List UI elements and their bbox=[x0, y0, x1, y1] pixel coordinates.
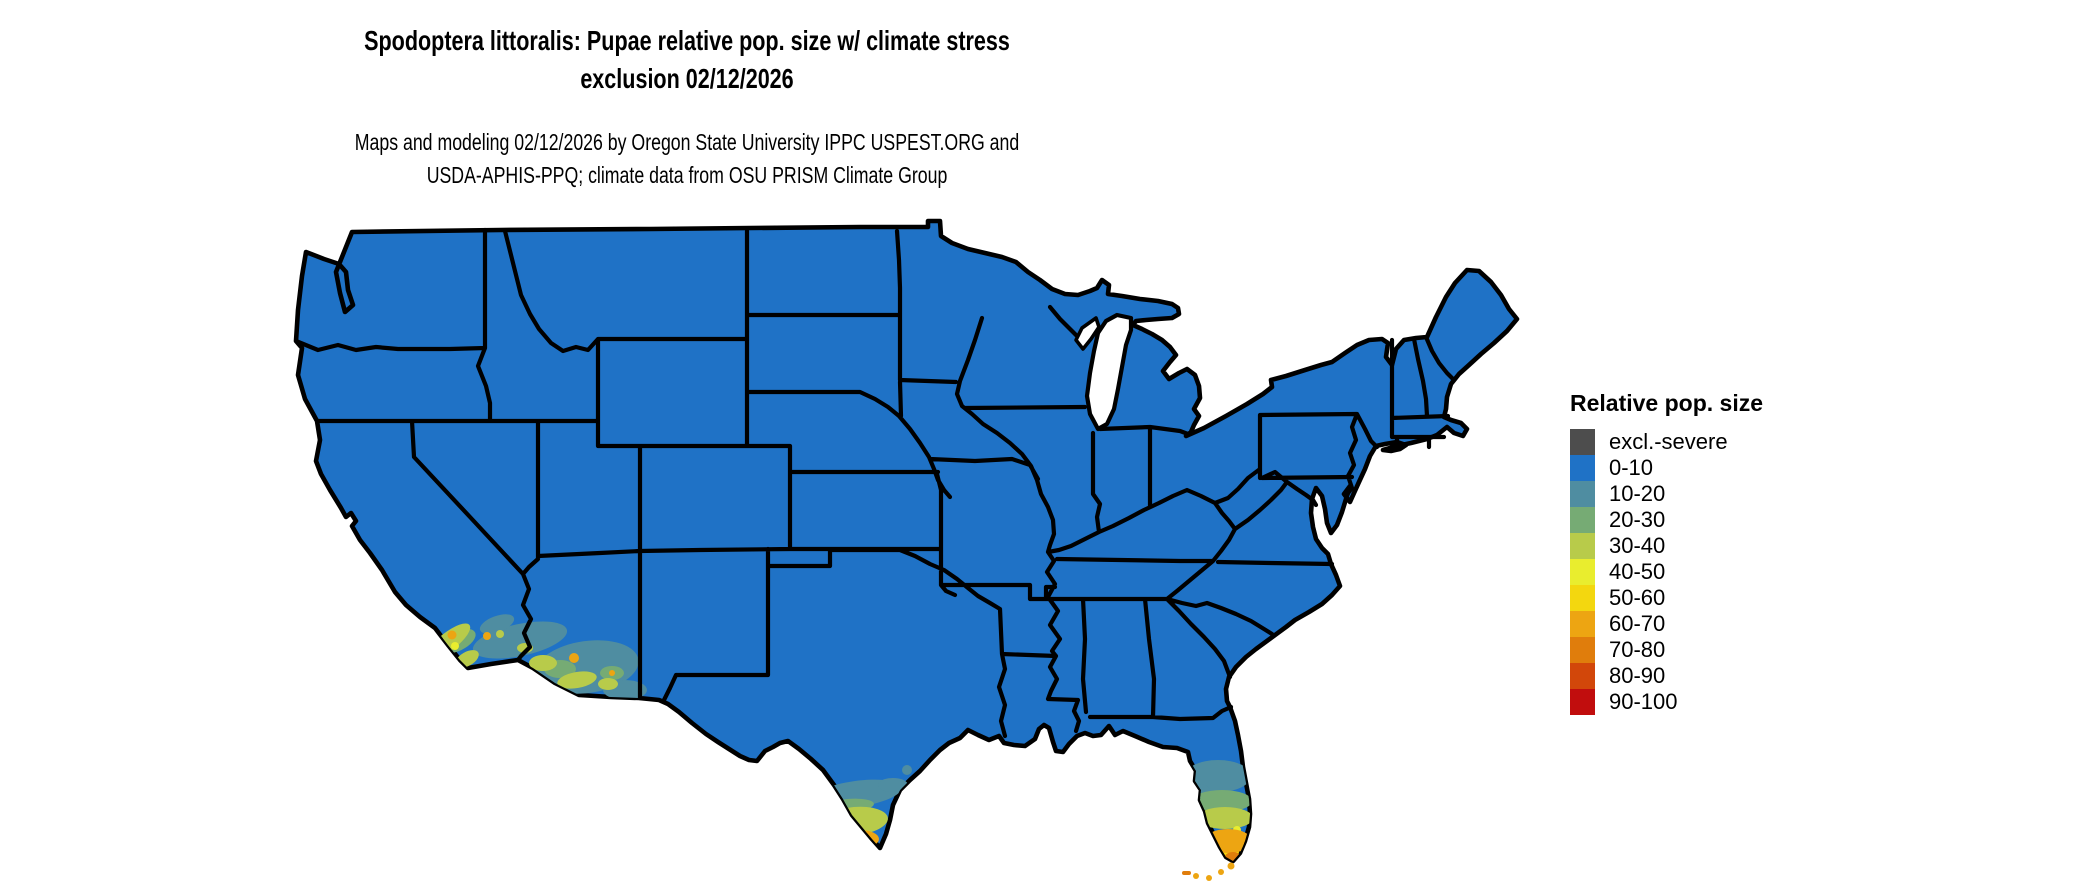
state-borders bbox=[293, 227, 1457, 739]
map-title-line1: Spodoptera littoralis: Pupae relative po… bbox=[364, 25, 1010, 56]
patches-70-80 bbox=[860, 843, 1241, 861]
map-subtitle-line2: USDA-APHIS-PPQ; climate data from OSU PR… bbox=[426, 162, 948, 188]
legend-label: 30-40 bbox=[1609, 533, 1666, 558]
legend-item: 90-100 bbox=[1570, 689, 1763, 715]
legend-item: 30-40 bbox=[1570, 533, 1763, 559]
legend-label: 10-20 bbox=[1609, 481, 1666, 506]
legend-label: 90-100 bbox=[1609, 689, 1678, 714]
legend-item: 80-90 bbox=[1570, 663, 1763, 689]
legend-item: 40-50 bbox=[1570, 559, 1763, 585]
florida-keys-70-80 bbox=[1182, 871, 1191, 875]
legend-swatch bbox=[1570, 481, 1595, 507]
legend-swatch bbox=[1570, 507, 1595, 533]
legend-swatch bbox=[1570, 559, 1595, 585]
legend-label: 40-50 bbox=[1609, 559, 1666, 584]
map-subtitle: Maps and modeling 02/12/2026 by Oregon S… bbox=[0, 126, 1374, 192]
florida-keys bbox=[1182, 862, 1235, 881]
legend-item: 10-20 bbox=[1570, 481, 1763, 507]
legend-label: 20-30 bbox=[1609, 507, 1666, 532]
legend-label: 60-70 bbox=[1609, 611, 1666, 636]
legend-swatch bbox=[1570, 429, 1595, 455]
legend-item: 20-30 bbox=[1570, 507, 1763, 533]
map-title-line2: exclusion 02/12/2026 bbox=[580, 63, 794, 94]
legend-label: 0-10 bbox=[1609, 455, 1654, 480]
legend-swatch bbox=[1570, 663, 1595, 689]
legend-label: 80-90 bbox=[1609, 663, 1666, 688]
legend-label: excl.-severe bbox=[1609, 429, 1728, 454]
green-bay bbox=[1074, 316, 1101, 351]
legend-title: Relative pop. size bbox=[1570, 390, 1764, 416]
legend: Relative pop. size excl.-severe 0-10 10-20… bbox=[1570, 390, 1763, 715]
legend-swatch bbox=[1570, 637, 1595, 663]
legend-label: 70-80 bbox=[1609, 637, 1666, 662]
map-title: Spodoptera littoralis: Pupae relative po… bbox=[0, 22, 1374, 98]
legend-item: 60-70 bbox=[1570, 611, 1763, 637]
map-subtitle-line1: Maps and modeling 02/12/2026 by Oregon S… bbox=[354, 129, 1020, 155]
legend-swatch bbox=[1570, 611, 1595, 637]
legend-swatch bbox=[1570, 455, 1595, 481]
legend-item: 0-10 bbox=[1570, 455, 1763, 481]
legend-swatch bbox=[1570, 533, 1595, 559]
legend-swatch bbox=[1570, 585, 1595, 611]
legend-label: 50-60 bbox=[1609, 585, 1666, 610]
us-mainland bbox=[296, 221, 1517, 861]
lake-michigan bbox=[1084, 312, 1134, 432]
patches-50-60 bbox=[841, 842, 1245, 857]
legend-item: 50-60 bbox=[1570, 585, 1763, 611]
florida-keys-60-70 bbox=[1193, 862, 1235, 881]
legend-items: excl.-severe 0-10 10-20 20-30 30-40 40-50 50-6… bbox=[1570, 429, 1763, 715]
legend-item: 70-80 bbox=[1570, 637, 1763, 663]
legend-swatch bbox=[1570, 689, 1595, 715]
legend-item: excl.-severe bbox=[1570, 429, 1763, 455]
